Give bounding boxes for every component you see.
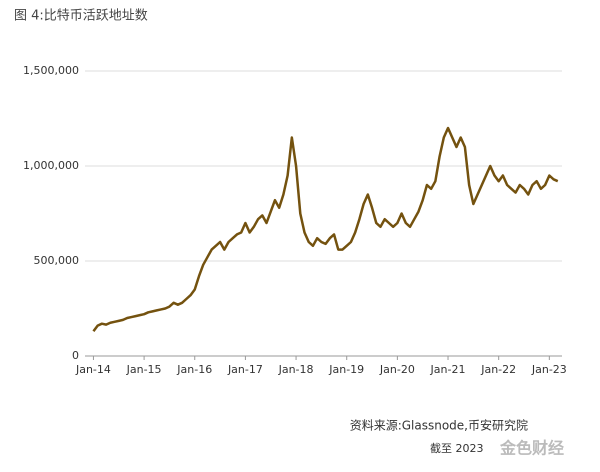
y-tick-label: 1,500,000 bbox=[23, 64, 79, 77]
x-tick-label: Jan-19 bbox=[328, 363, 364, 376]
line bbox=[92, 126, 559, 333]
x-tick-label: Jan-18 bbox=[278, 363, 314, 376]
y-tick-label: 0 bbox=[72, 349, 79, 362]
x-tick-label: Jan-23 bbox=[531, 363, 567, 376]
x-tick-label: Jan-16 bbox=[176, 363, 212, 376]
x-tick-label: Jan-15 bbox=[126, 363, 162, 376]
y-tick-label: 500,000 bbox=[34, 254, 80, 267]
source: 资料来源:Glassnode,币安研究院 bbox=[350, 418, 528, 433]
chart-title: 图 4:比特币活跃地址数 bbox=[14, 9, 148, 24]
y-tick-label: 1,000,000 bbox=[23, 159, 79, 172]
x-tick-label: Jan-22 bbox=[480, 363, 516, 376]
x-tick-label: Jan-14 bbox=[75, 363, 111, 376]
note: 截至 2023 bbox=[430, 441, 484, 455]
x-tick-label: Jan-21 bbox=[430, 363, 466, 376]
x-tick-label: Jan-17 bbox=[227, 363, 263, 376]
x-tick-label: Jan-20 bbox=[379, 363, 415, 376]
watermark: 金色财经 bbox=[499, 439, 564, 458]
